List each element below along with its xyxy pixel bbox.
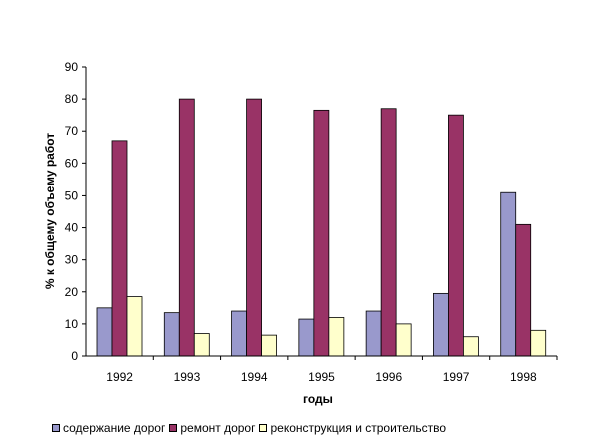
x-tick-label-1998: 1998 [510,370,537,384]
bar-repair-1997 [448,114,464,357]
bar-maintenance-1997 [433,292,449,357]
x-tick-label-1996: 1996 [375,370,402,384]
bar-repair-1995 [313,109,330,357]
legend-label-construction: реконструкция и строительство [270,421,447,435]
bar-maintenance-1994 [231,310,247,357]
y-tick-label: 40 [65,221,79,235]
x-tick-label-1995: 1995 [308,370,335,384]
bar-construction-1998 [530,329,547,357]
bars-group [96,98,547,357]
y-tick-label: 70 [65,124,79,138]
legend-item-construction: реконструкция и строительство [259,421,446,435]
bar-maintenance-1993 [163,312,180,357]
bar-construction-1997 [463,336,479,357]
bar-maintenance-1998 [500,191,517,357]
bar-repair-1993 [178,98,195,357]
bar-construction-1996 [395,323,412,357]
x-tick-label-1992: 1992 [106,370,133,384]
y-tick-label: 90 [65,60,79,74]
y-tick-label: 10 [65,317,79,331]
x-tick-label-1997: 1997 [443,370,470,384]
x-tick-label-1994: 1994 [241,370,268,384]
legend-swatch-repair [169,424,178,432]
bar-maintenance-1992 [96,307,113,357]
legend-item-maintenance: содержание дорог [52,421,165,435]
y-tick-label: 30 [65,253,79,267]
legend-label-repair: ремонт дорог [180,421,256,435]
bar-maintenance-1996 [365,310,382,357]
y-tick-label: 50 [65,188,79,202]
y-tick-label: 60 [65,156,79,170]
bar-repair-1996 [380,108,397,357]
x-axis-title: годы [303,392,333,406]
y-ticks-group: 0 10 20 30 40 50 60 70 80 90 [65,60,86,363]
bar-maintenance-1995 [298,318,315,357]
x-ticks-group: 1992 1993 1994 1995 1996 1997 1998 [106,356,558,384]
y-axis-title: % к общему объему работ [43,133,57,289]
legend-swatch-maintenance [52,424,60,432]
bar-construction-1995 [328,317,345,357]
bar-construction-1992 [126,296,143,357]
y-tick-label: 0 [71,349,78,363]
x-tick-label-1993: 1993 [174,370,201,384]
legend: содержание дорог ремонт дорог реконструк… [52,421,450,435]
legend-label-maintenance: содержание дорог [63,421,166,435]
y-tick-label: 80 [65,92,79,106]
bar-construction-1993 [193,333,210,357]
legend-item-repair: ремонт дорог [169,421,255,435]
bar-repair-1992 [111,140,128,357]
bar-repair-1998 [515,223,532,357]
legend-swatch-construction [259,424,268,432]
y-tick-label: 20 [65,285,79,299]
bar-construction-1994 [261,334,277,357]
bar-repair-1994 [246,98,262,357]
